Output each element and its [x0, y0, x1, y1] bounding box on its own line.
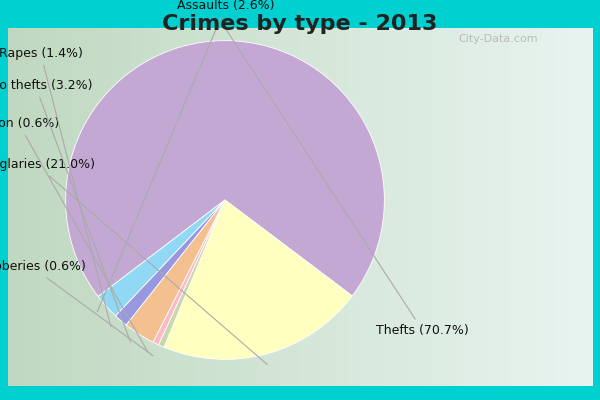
- Text: Crimes by type - 2013: Crimes by type - 2013: [163, 14, 437, 34]
- Text: Burglaries (21.0%): Burglaries (21.0%): [0, 158, 267, 364]
- Text: Assaults (2.6%): Assaults (2.6%): [97, 0, 275, 312]
- Wedge shape: [153, 200, 225, 345]
- Wedge shape: [126, 200, 225, 342]
- Wedge shape: [116, 200, 225, 325]
- Text: Robberies (0.6%): Robberies (0.6%): [0, 260, 153, 356]
- Wedge shape: [158, 200, 225, 347]
- Text: Thefts (70.7%): Thefts (70.7%): [227, 30, 469, 337]
- Wedge shape: [65, 41, 385, 296]
- Text: Auto thefts (3.2%): Auto thefts (3.2%): [0, 79, 130, 342]
- Text: Arson (0.6%): Arson (0.6%): [0, 117, 148, 352]
- Text: City-Data.com: City-Data.com: [458, 34, 538, 44]
- Wedge shape: [98, 200, 225, 316]
- Wedge shape: [164, 200, 352, 359]
- Text: Rapes (1.4%): Rapes (1.4%): [0, 47, 111, 327]
